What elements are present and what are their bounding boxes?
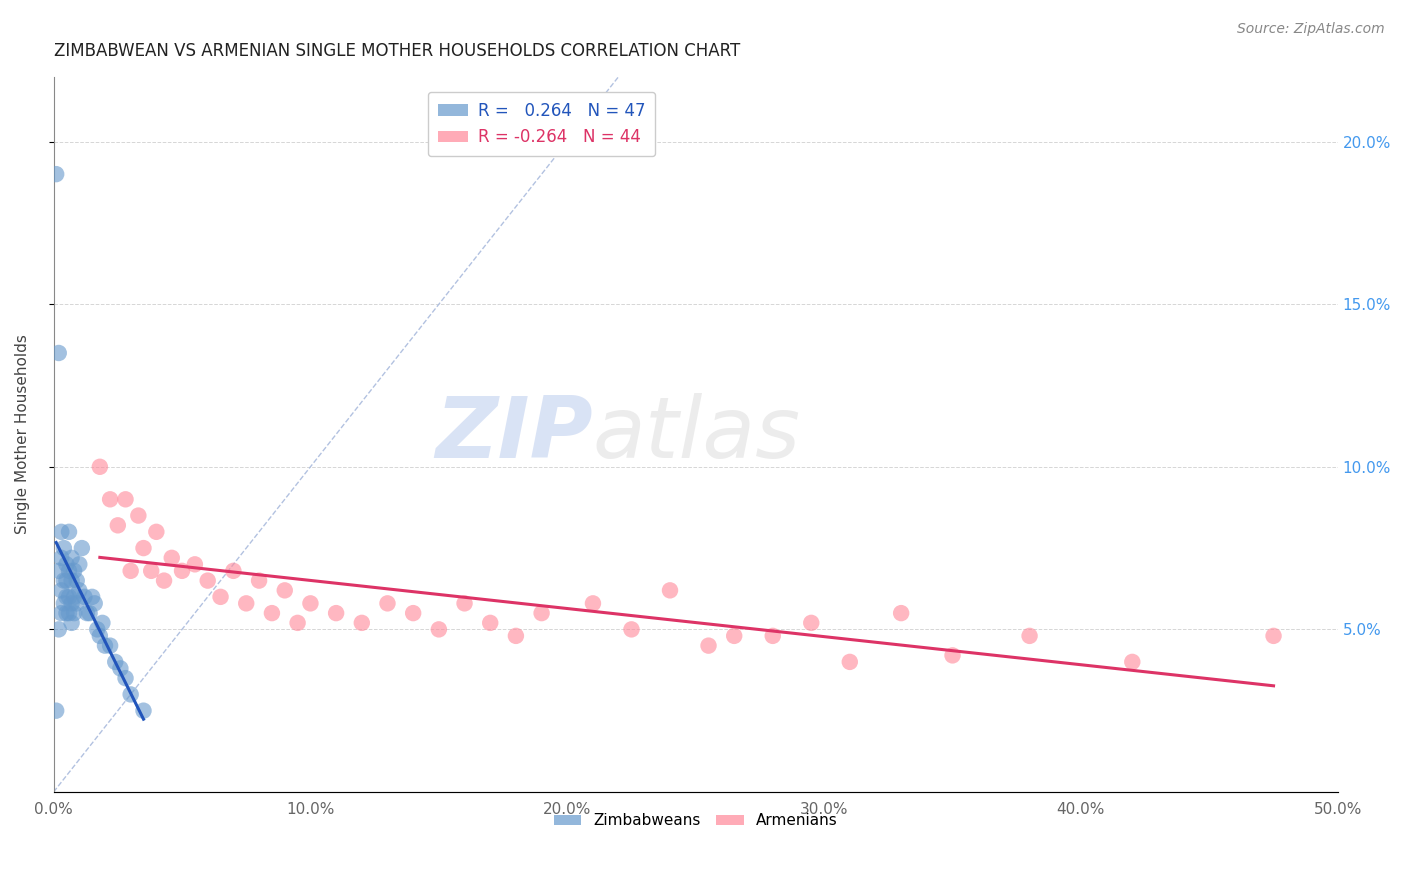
Point [1121, 655, 1143, 669]
Point [91, 615, 114, 630]
Point [132, 541, 155, 555]
Point [45, 167, 67, 181]
Point [582, 596, 605, 610]
Point [170, 564, 193, 578]
Point [260, 606, 283, 620]
Point [141, 564, 163, 578]
Text: ZIMBABWEAN VS ARMENIAN SINGLE MOTHER HOUSEHOLDS CORRELATION CHART: ZIMBABWEAN VS ARMENIAN SINGLE MOTHER HOU… [53, 42, 740, 60]
Point [98, 639, 121, 653]
Point [350, 615, 373, 630]
Point [114, 492, 136, 507]
Point [76, 606, 98, 620]
Point [114, 671, 136, 685]
Text: Source: ZipAtlas.com: Source: ZipAtlas.com [1237, 22, 1385, 37]
Point [63, 564, 86, 578]
Point [73, 590, 96, 604]
Point [697, 639, 720, 653]
Point [70, 541, 93, 555]
Point [83, 596, 105, 610]
Point [82, 590, 104, 604]
Point [58, 606, 80, 620]
Point [659, 583, 682, 598]
Point [530, 606, 553, 620]
Point [48, 623, 70, 637]
Point [51, 550, 73, 565]
Point [838, 655, 860, 669]
Point [132, 704, 155, 718]
Point [63, 606, 86, 620]
Point [86, 623, 108, 637]
Point [63, 590, 86, 604]
Point [58, 564, 80, 578]
Point [287, 615, 309, 630]
Point [222, 564, 245, 578]
Point [55, 590, 77, 604]
Point [48, 346, 70, 360]
Legend: Zimbabweans, Armenians: Zimbabweans, Armenians [548, 807, 844, 834]
Point [153, 574, 176, 588]
Point [479, 615, 502, 630]
Point [60, 550, 83, 565]
Point [427, 623, 450, 637]
Point [52, 596, 75, 610]
Point [120, 564, 142, 578]
Point [51, 524, 73, 539]
Point [89, 629, 111, 643]
Point [60, 574, 83, 588]
Point [247, 574, 270, 588]
Point [66, 596, 89, 610]
Text: atlas: atlas [593, 392, 801, 475]
Point [52, 541, 75, 555]
Point [184, 558, 207, 572]
Point [60, 615, 83, 630]
Point [52, 574, 75, 588]
Point [505, 629, 527, 643]
Point [299, 596, 322, 610]
Point [48, 564, 70, 578]
Point [620, 623, 643, 637]
Point [51, 583, 73, 598]
Point [890, 606, 912, 620]
Point [1263, 629, 1285, 643]
Point [66, 574, 89, 588]
Point [197, 574, 219, 588]
Point [1018, 629, 1040, 643]
Point [94, 639, 117, 653]
Point [274, 583, 297, 598]
Point [60, 596, 83, 610]
Point [762, 629, 785, 643]
Point [127, 508, 149, 523]
Point [98, 492, 121, 507]
Point [104, 655, 127, 669]
Point [110, 661, 132, 675]
Point [58, 524, 80, 539]
Point [453, 596, 475, 610]
Point [45, 704, 67, 718]
Point [160, 550, 183, 565]
Point [107, 518, 129, 533]
Y-axis label: Single Mother Households: Single Mother Households [15, 334, 30, 534]
Point [800, 615, 823, 630]
Point [67, 583, 90, 598]
Point [235, 596, 257, 610]
Point [402, 606, 425, 620]
Point [89, 459, 111, 474]
Point [55, 574, 77, 588]
Point [723, 629, 745, 643]
Point [79, 606, 101, 620]
Point [209, 590, 232, 604]
Point [67, 558, 90, 572]
Point [145, 524, 167, 539]
Point [120, 687, 142, 701]
Point [55, 606, 77, 620]
Point [941, 648, 963, 663]
Point [58, 590, 80, 604]
Point [377, 596, 399, 610]
Point [55, 558, 77, 572]
Point [51, 606, 73, 620]
Text: ZIP: ZIP [436, 392, 593, 475]
Point [325, 606, 347, 620]
